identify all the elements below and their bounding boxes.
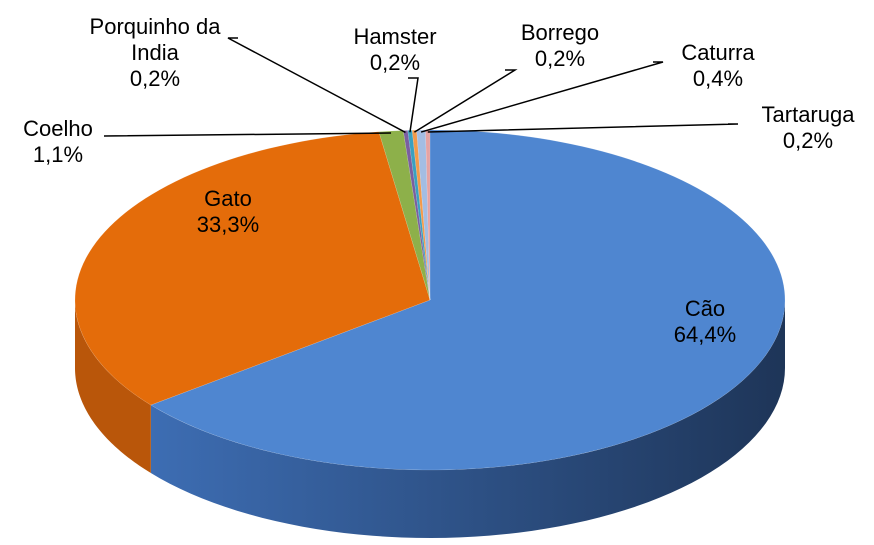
- data-label: Tartaruga 0,2%: [743, 102, 873, 154]
- label-name: Caturra: [681, 40, 755, 65]
- label-name: Tartaruga: [761, 102, 855, 127]
- leader-line: [427, 123, 739, 133]
- data-label: Cão 64,4%: [625, 296, 785, 348]
- label-name: Borrego: [520, 20, 600, 45]
- label-value: 0,2%: [129, 66, 181, 91]
- data-label: Hamster 0,2%: [335, 24, 455, 76]
- label-name: Hamster: [353, 24, 437, 49]
- leader-line: [413, 69, 518, 133]
- data-label: Borrego 0,2%: [500, 20, 620, 72]
- label-value: 0,2%: [369, 50, 421, 75]
- slice-side: [75, 300, 151, 474]
- leader-line: [227, 37, 406, 134]
- label-name: Cão: [684, 296, 726, 321]
- leader-line: [420, 61, 664, 133]
- leader-line: [408, 77, 419, 133]
- label-value: 64,4%: [673, 322, 737, 347]
- label-name: Porquinho da India: [89, 14, 221, 65]
- label-value: 0,2%: [534, 46, 586, 71]
- label-value: 1,1%: [32, 142, 84, 167]
- slice-side: [150, 300, 785, 538]
- data-label: Caturra 0,4%: [658, 40, 778, 92]
- data-label: Porquinho da India 0,2%: [85, 14, 225, 92]
- label-name: Gato: [204, 186, 252, 211]
- label-value: 33,3%: [196, 212, 260, 237]
- label-value: 0,2%: [782, 128, 834, 153]
- label-value: 0,4%: [692, 66, 744, 91]
- data-label: Coelho 1,1%: [0, 116, 118, 168]
- leader-line: [103, 132, 392, 137]
- slice: [150, 129, 786, 471]
- slice: [74, 131, 431, 406]
- data-label: Gato 33,3%: [148, 186, 308, 238]
- label-name: Coelho: [23, 116, 93, 141]
